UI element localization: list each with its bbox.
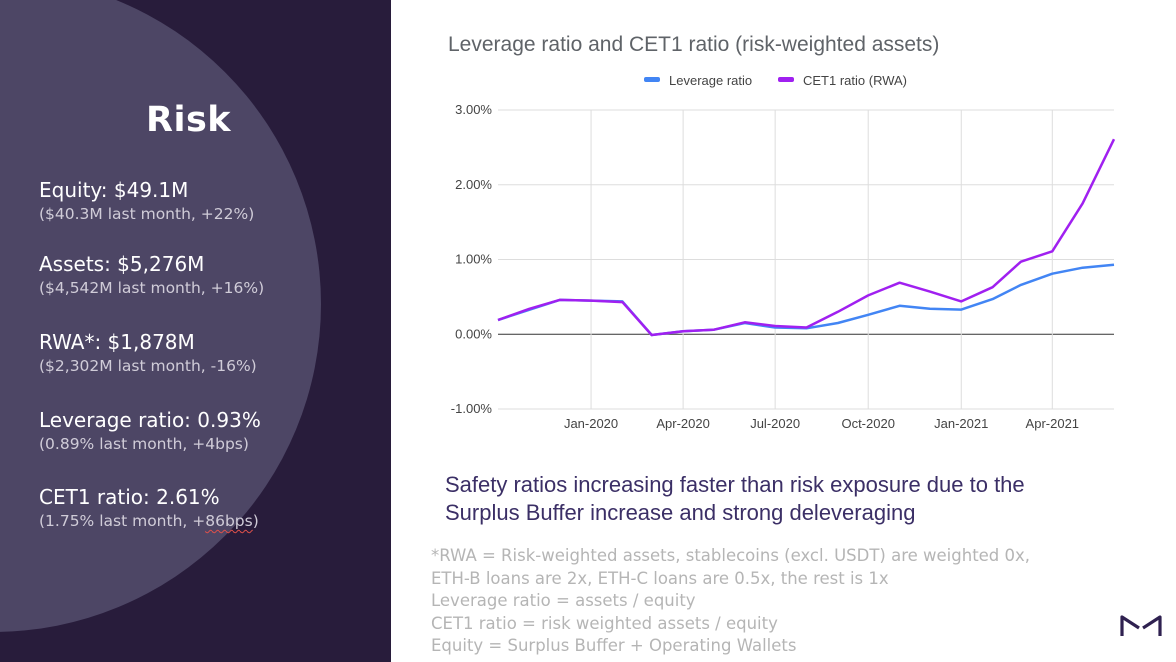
background-circle (0, 0, 321, 632)
footnote-line: Equity = Surplus Buffer + Operating Wall… (431, 636, 797, 655)
x-tick-label: Oct-2020 (841, 416, 894, 431)
stat-leverage-value: Leverage ratio: 0.93% (39, 408, 261, 432)
stat-rwa-value: RWA*: $1,878M (39, 330, 195, 354)
line-chart: Leverage ratio CET1 ratio (RWA) 3.00% 2.0… (451, 73, 1116, 431)
stat-leverage-ratio: Leverage ratio: 0.93% (0.89% last month,… (39, 408, 261, 453)
stat-assets-change: ($4,542M last month, +16%) (39, 279, 265, 297)
x-tick-label: Jan-2020 (564, 416, 618, 431)
maker-logo-icon (1120, 615, 1162, 636)
stat-rwa: RWA*: $1,878M ($2,302M last month, -16%) (39, 330, 257, 375)
footnote-line: ETH-B loans are 2x, ETH-C loans are 0.5x… (431, 568, 889, 588)
stat-equity-value: Equity: $49.1M (39, 178, 189, 202)
footnote-line: *RWA = Risk-weighted assets, stablecoins… (431, 546, 1031, 565)
legend-label-leverage: Leverage ratio (669, 73, 752, 88)
y-tick-label: 2.00% (455, 177, 492, 192)
left-panel: Risk Equity: $49.1M ($40.3M last month, … (0, 0, 391, 662)
chart-grid (498, 109, 1114, 410)
stat-assets-value: Assets: $5,276M (39, 252, 205, 276)
footnote-line: CET1 ratio = risk weighted assets / equi… (431, 613, 778, 633)
y-tick-label: 3.00% (455, 102, 492, 117)
stat-rwa-change: ($2,302M last month, -16%) (39, 357, 257, 375)
x-tick-label: Apr-2021 (1026, 416, 1079, 431)
stat-cet1-value: CET1 ratio: 2.61% (39, 485, 220, 509)
chart-series (497, 138, 1116, 337)
legend-swatch-cet1 (778, 77, 794, 82)
footnotes: *RWA = Risk-weighted assets, stablecoins… (431, 545, 1030, 658)
stat-cet1-change-suffix: ) (252, 512, 259, 530)
spellcheck-flagged-text: 86bps (205, 512, 253, 530)
stat-cet1-ratio: CET1 ratio: 2.61% (1.75% last month, +86… (39, 485, 259, 530)
series-line-cet1-ratio (497, 138, 1116, 337)
stat-cet1-change: (1.75% last month, +86bps) (39, 512, 259, 530)
y-tick-label: 0.00% (455, 326, 492, 341)
legend-swatch-leverage (644, 77, 660, 82)
panel-title: Risk (146, 100, 232, 140)
x-tick-label: Apr-2020 (656, 416, 709, 431)
stat-assets: Assets: $5,276M ($4,542M last month, +16… (39, 252, 264, 297)
stat-equity-change: ($40.3M last month, +22%) (39, 205, 255, 223)
footnote-line: Leverage ratio = assets / equity (431, 591, 696, 610)
y-tick-label: 1.00% (455, 252, 492, 267)
legend-label-cet1: CET1 ratio (RWA) (803, 73, 907, 88)
stat-leverage-change: (0.89% last month, +4bps) (39, 435, 249, 453)
stat-equity: Equity: $49.1M ($40.3M last month, +22%) (39, 178, 254, 223)
chart-axes: 3.00% 2.00% 1.00% 0.00% -1.00% Jan-2020 Apr-20… (451, 102, 1079, 431)
chart-legend: Leverage ratio CET1 ratio (RWA) (644, 73, 907, 88)
y-tick-label: -1.00% (451, 401, 493, 416)
stat-cet1-change-prefix: (1.75% last month, + (39, 512, 206, 530)
x-tick-label: Jan-2021 (934, 416, 988, 431)
chart-title: Leverage ratio and CET1 ratio (risk-weig… (448, 33, 940, 56)
chart-caption: Safety ratios increasing faster than ris… (445, 472, 1025, 525)
x-tick-label: Jul-2020 (750, 416, 800, 431)
